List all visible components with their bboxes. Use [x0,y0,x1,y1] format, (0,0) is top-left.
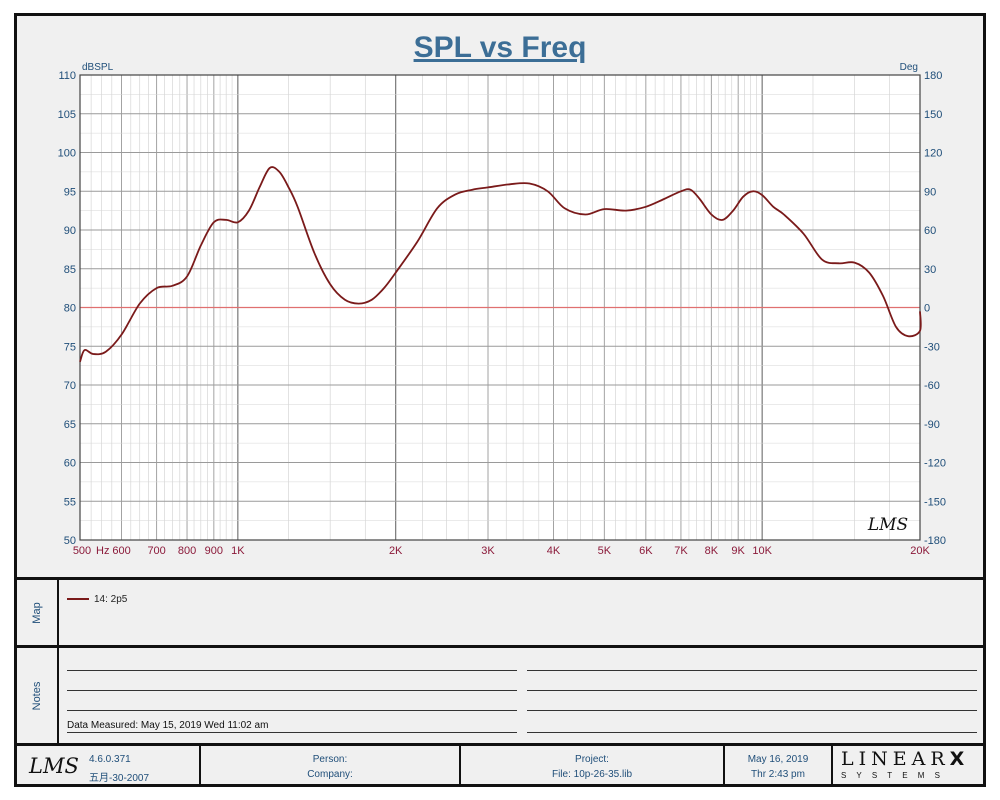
data-measured-text: Data Measured: May 15, 2019 Wed 11:02 am [67,720,269,731]
linearx-brand-sub: S Y S T E M S [841,771,944,780]
linearx-brand-main: LINEAR [841,748,950,770]
notes-panel: Notes Data Measured: May 15, 2019 Wed 11… [14,645,986,743]
y-tick-label: 85 [64,264,76,276]
x-tick-label: 9K [731,545,745,557]
print-time: Thr 2:43 pm [751,769,805,780]
footer-lms-logo: LMS [29,754,79,778]
note-line [67,690,517,691]
x-tick-label: 600 [112,545,130,557]
software-version: 4.6.0.371 [89,754,131,765]
y-tick-label: 60 [64,458,76,470]
y2-tick-label: -150 [924,496,946,508]
x-tick-label: 900 [205,545,223,557]
note-line [527,710,977,711]
x-tick-label: 700 [147,545,165,557]
print-date: May 16, 2019 [747,754,809,765]
y2-tick-label: 60 [924,225,936,237]
y2-tick-label: 30 [924,264,936,276]
footer-version-cell: LMS 4.6.0.371 五月-30-2007 [17,746,201,784]
footer-project-cell: Project: File: 10p-26-35.lib [461,746,725,784]
note-line [527,690,977,691]
y-tick-label: 70 [64,380,76,392]
x-tick-label: 3K [481,545,495,557]
x-tick-label: 500 [73,545,91,557]
note-line [67,732,517,733]
y-tick-label: 80 [64,303,76,315]
legend-swatch [67,598,89,601]
series-line-14-2p5 [79,166,922,363]
y2-tick-label: -120 [924,458,946,470]
y2-tick-label: -90 [924,419,940,431]
x-tick-label: 7K [674,545,688,557]
note-line [527,732,977,733]
plot-border [79,74,921,541]
x-tick-label: 800 [178,545,196,557]
y2-tick-label: 120 [924,148,942,160]
right-axis-unit: Deg [900,62,918,73]
footer-person-cell: Person: Company: [201,746,461,784]
x-tick-label: 1K [231,545,245,557]
y-tick-label: 90 [64,225,76,237]
x-tick-label: 20K [910,545,930,557]
x-tick-label: 2K [389,545,403,557]
y-tick-label: 55 [64,496,76,508]
map-panel: Map 14: 2p5 [14,577,986,645]
footer-date-cell: May 16, 2019 Thr 2:43 pm [725,746,833,784]
y-tick-label: 105 [58,109,76,121]
linearx-logo: LINEARX S Y S T E M S [833,746,983,784]
notes-label: Notes [31,681,43,710]
chart-title: SPL vs Freq [414,31,587,64]
y-tick-label: 75 [64,341,76,353]
legend-entry-label: 14: 2p5 [94,594,128,605]
x-tick-label: 10K [752,545,772,557]
y-tick-label: 110 [58,70,76,82]
y2-tick-label: 180 [924,70,942,82]
y2-tick-label: 90 [924,186,936,198]
y2-tick-label: 150 [924,109,942,121]
x-tick-label: 6K [639,545,653,557]
footer-bar: LMS 4.6.0.371 五月-30-2007 Person: Company… [14,743,986,787]
software-date: 五月-30-2007 [89,773,150,784]
file-label: File: 10p-26-35.lib [551,769,633,780]
note-line [67,670,517,671]
linearx-brand-x: X [949,748,970,770]
y-tick-label: 95 [64,186,76,198]
person-label: Person: [312,754,348,765]
company-label: Company: [307,769,353,780]
y-tick-label: 65 [64,419,76,431]
spl-vs-freq-chart: SPL vs Freq dBSPL Deg 50 55 60 65 70 75 80 85 90… [58,31,946,557]
left-axis-unit: dBSPL [82,62,114,73]
y-tick-label: 50 [64,535,76,547]
notes-label-cell: Notes [17,648,59,743]
map-label: Map [31,601,43,624]
note-line [67,710,517,711]
legend-entry[interactable]: 14: 2p5 [67,594,127,605]
x-tick-label: 8K [705,545,719,557]
project-label: Project: [575,754,609,765]
y2-tick-label: -60 [924,380,940,392]
x-tick-label: 5K [598,545,612,557]
chart-signature: LMS [867,515,908,535]
note-line [527,670,977,671]
x-tick-label: 4K [547,545,561,557]
y2-tick-label: 0 [924,303,930,315]
y2-tick-label: -180 [924,535,946,547]
x-unit-label: Hz [96,545,109,557]
y2-tick-label: -30 [924,341,940,353]
y-tick-label: 100 [58,148,76,160]
map-label-cell: Map [17,580,59,645]
